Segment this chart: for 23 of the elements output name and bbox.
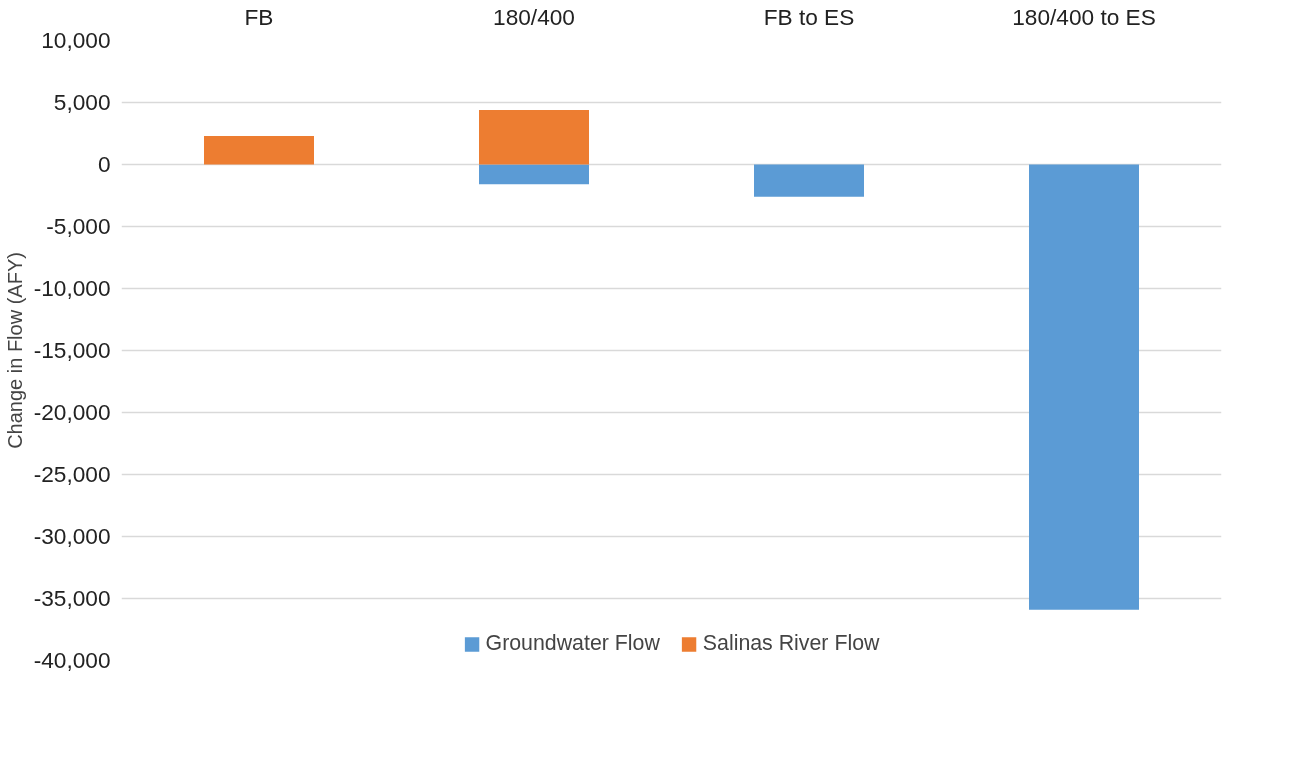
bar (479, 109, 589, 165)
y-tick-label: -5,000 (46, 213, 111, 239)
y-tick-label: -35,000 (33, 585, 111, 611)
x-tick-label: FB to ES (763, 3, 855, 30)
bar (754, 164, 864, 197)
y-tick-label: -25,000 (33, 461, 111, 487)
y-tick-label: -30,000 (33, 523, 111, 549)
bar (1029, 164, 1139, 610)
y-tick-label: -15,000 (33, 337, 111, 363)
y-tick-label: -20,000 (33, 399, 111, 425)
y-axis-title: Change in Flow (AFY) (3, 252, 26, 449)
x-tick-label: 180/400 to ES (1012, 3, 1156, 30)
x-tick-label: 180/400 (493, 3, 575, 30)
legend-label: Salinas River Flow (702, 631, 880, 656)
legend-label: Groundwater Flow (485, 631, 660, 656)
bar (204, 135, 314, 165)
y-tick-label: -40,000 (33, 647, 111, 673)
y-tick-label: 10,000 (41, 27, 111, 53)
y-tick-label: -10,000 (33, 275, 111, 301)
bar (479, 164, 589, 185)
y-tick-label: 5,000 (53, 89, 111, 115)
x-tick-label: FB (244, 3, 274, 30)
y-tick-label: 0 (97, 151, 111, 177)
